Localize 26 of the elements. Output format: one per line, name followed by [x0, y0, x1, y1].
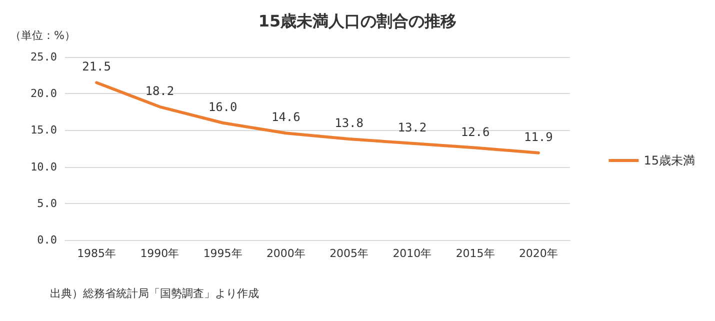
text: 14.6: [271, 110, 300, 124]
x-tick-label: 2020年: [518, 247, 558, 260]
y-tick-label: 5.0: [37, 196, 57, 210]
x-tick-label: 2015年: [456, 247, 495, 260]
text: 11.9: [524, 130, 553, 144]
x-tick-label: 1985年: [77, 247, 116, 260]
y-tick-label: 10.0: [30, 160, 57, 174]
x-tick-label: 1990年: [140, 247, 180, 260]
text: 16.0: [208, 100, 238, 114]
x-tick-label: 2005年: [330, 247, 369, 260]
y-tick-label: 20.0: [30, 87, 57, 100]
text: 12.6: [460, 124, 490, 139]
x-tick-label: 1995年: [203, 247, 242, 260]
source-note: 出典）総務省統計局「国勢調査」より作成: [50, 287, 259, 300]
y-tick-label: 25.0: [30, 50, 57, 64]
y-tick-label: 15.0: [30, 124, 57, 137]
text: 21.5: [82, 60, 112, 74]
x-tick-label: 2000年: [266, 247, 306, 260]
text: 18.2: [145, 84, 174, 98]
legend-label: 15歳未満: [644, 154, 696, 168]
text: 13.2: [398, 120, 427, 134]
y-tick-label: 0.0: [37, 234, 57, 246]
x-tick-label: 2010年: [392, 247, 432, 260]
text: 13.8: [334, 116, 364, 130]
y-axis-title: （単位：%）: [10, 29, 76, 42]
chart-title: 15歳未満人口の割合の推移: [258, 12, 457, 30]
